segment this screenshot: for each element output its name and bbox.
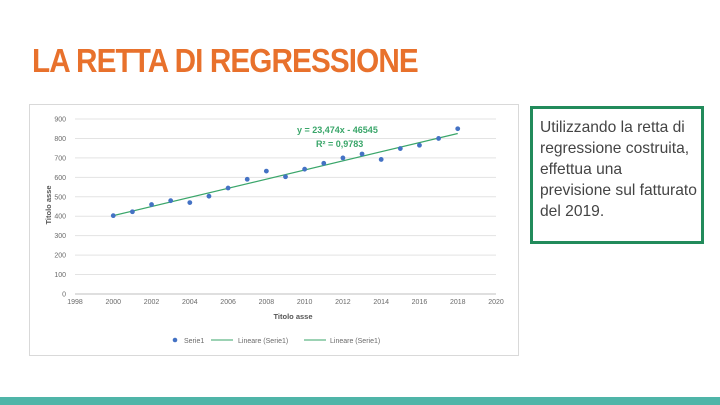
x-tick-label-2018: 2018 xyxy=(450,299,466,306)
x-tick-label-2014: 2014 xyxy=(373,299,389,306)
data-point-2018 xyxy=(455,126,461,132)
y-axis-ticks: 0 100 200 300 400 500 600 700 800 900 xyxy=(54,117,66,299)
legend-label-trend-2: Lineare (Serie1) xyxy=(330,338,380,345)
y-tick-label-200: 200 xyxy=(54,253,66,260)
data-point-2012 xyxy=(340,155,346,161)
y-tick-label-100: 100 xyxy=(54,272,66,279)
slide-title: LA RETTA DI REGRESSIONE xyxy=(32,42,419,79)
x-tick-label-2006: 2006 xyxy=(220,299,236,306)
y-tick-label-700: 700 xyxy=(54,155,66,162)
data-point-2016 xyxy=(417,142,422,148)
x-tick-label-2004: 2004 xyxy=(182,299,198,306)
data-point-2004 xyxy=(187,200,193,206)
trendline-equation: y = 23,474x - 46545 xyxy=(297,125,378,135)
exercise-callout-box: Utilizzando la retta di regressione cost… xyxy=(530,106,704,244)
data-point-2007 xyxy=(244,176,250,182)
x-axis-ticks: 1998 2000 2002 2004 2006 2008 2010 2012 2014 2016… xyxy=(67,299,504,306)
data-point-2000 xyxy=(110,213,116,219)
chart-canvas: 0 100 200 300 400 500 600 700 800 900 1998 2000 200… xyxy=(44,117,504,346)
data-point-2013 xyxy=(359,151,365,157)
y-tick-label-500: 500 xyxy=(54,194,66,201)
data-point-2008 xyxy=(263,168,269,174)
exercise-callout-text: Utilizzando la retta di regressione cost… xyxy=(540,119,697,220)
y-tick-label-0: 0 xyxy=(62,292,66,299)
y-tick-label-300: 300 xyxy=(54,233,66,240)
x-tick-label-2008: 2008 xyxy=(259,299,275,306)
legend-label-serie1: Serie1 xyxy=(184,338,204,345)
gridlines xyxy=(75,118,496,295)
chart-legend: Serie1 Lineare (Serie1) Lineare (Serie1) xyxy=(172,337,380,345)
x-tick-label-2010: 2010 xyxy=(297,299,313,306)
data-points xyxy=(110,126,461,219)
x-tick-label-2012: 2012 xyxy=(335,299,351,306)
legend-label-trend-1: Lineare (Serie1) xyxy=(238,338,288,345)
y-tick-label-900: 900 xyxy=(54,117,66,124)
data-point-2014 xyxy=(378,157,384,162)
y-axis-title: Titolo asse xyxy=(44,185,53,224)
data-point-2015 xyxy=(397,146,403,151)
data-point-2017 xyxy=(436,136,441,141)
x-tick-label-2016: 2016 xyxy=(412,299,428,306)
data-point-2010 xyxy=(302,166,308,172)
y-tick-label-600: 600 xyxy=(54,175,66,182)
data-point-2006 xyxy=(225,185,231,191)
data-point-2009 xyxy=(283,174,288,180)
regression-chart: 0 100 200 300 400 500 600 700 800 900 1998 2000 200… xyxy=(29,104,519,356)
data-point-2005 xyxy=(206,193,212,199)
data-point-2002 xyxy=(149,202,154,207)
x-tick-label-2000: 2000 xyxy=(105,299,121,306)
x-tick-label-2002: 2002 xyxy=(144,299,160,306)
legend-marker-serie1 xyxy=(172,337,178,343)
x-tick-label-2020: 2020 xyxy=(488,299,504,306)
y-tick-label-800: 800 xyxy=(54,136,66,143)
data-point-2001 xyxy=(130,209,135,215)
x-axis-title: Titolo asse xyxy=(273,312,312,321)
trendline-r-squared: R² = 0,9783 xyxy=(316,139,363,149)
bottom-accent-bar xyxy=(0,397,720,405)
data-point-2003 xyxy=(168,198,174,204)
x-tick-label-1998: 1998 xyxy=(67,299,83,306)
data-point-2011 xyxy=(321,160,327,166)
y-tick-label-400: 400 xyxy=(54,214,66,221)
